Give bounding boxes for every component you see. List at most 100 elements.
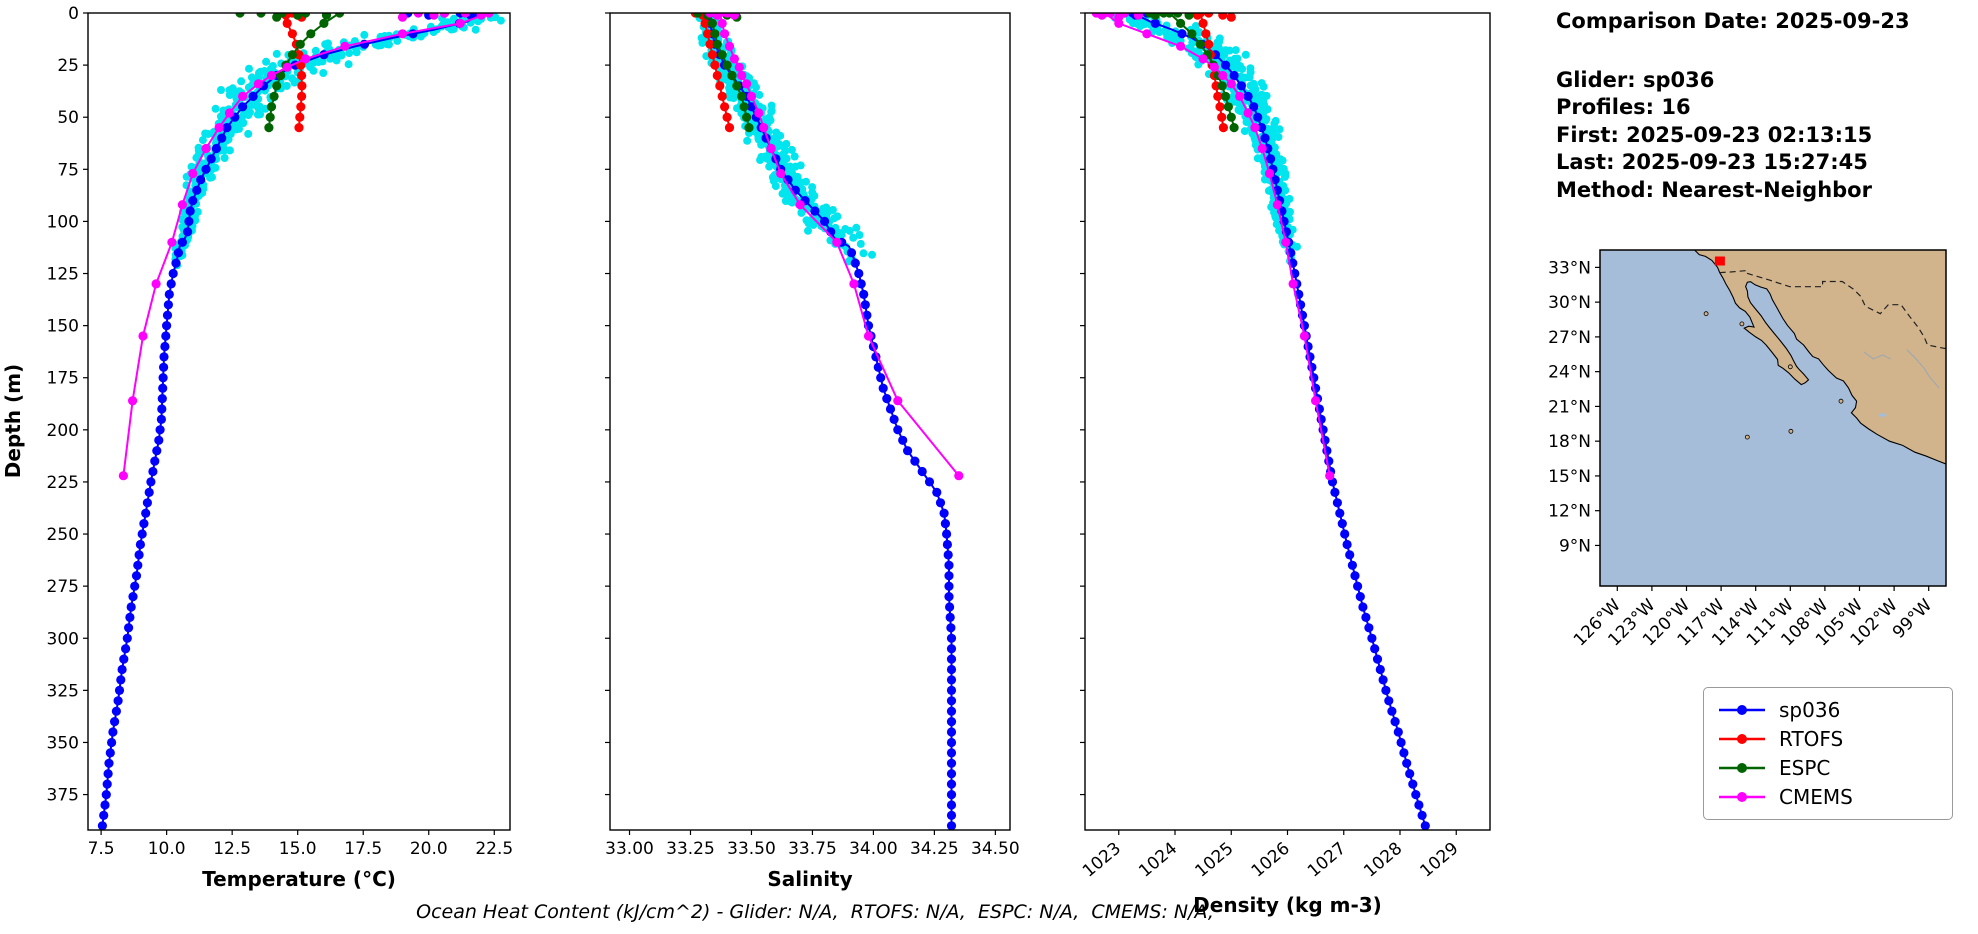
series-RTOFS: [273, 13, 307, 133]
x-tick-label: 34.50: [971, 839, 1020, 859]
legend-label: ESPC: [1779, 756, 1831, 780]
series-CMEMS: [1091, 13, 1335, 481]
map-frame: [1599, 249, 1947, 587]
depth-tick-label: 375: [47, 786, 79, 806]
map-lat-tick-label: 12°N: [1548, 502, 1591, 522]
map-lat-tick-label: 33°N: [1548, 258, 1591, 278]
legend-label: sp036: [1779, 698, 1841, 722]
legend-item-CMEMS: CMEMS: [1716, 784, 1940, 810]
map-river: [1863, 351, 1891, 360]
map-island: [1703, 311, 1709, 317]
series-CMEMS: [705, 13, 964, 481]
x-tick-label: 34.00: [849, 839, 898, 859]
depth-tick-label: 150: [47, 317, 79, 337]
map-island: [1838, 398, 1844, 404]
depth-tick-label: 350: [47, 733, 79, 753]
series-sp036: [97, 13, 484, 830]
last-profile-time-text: Last: 2025-09-23 15:27:45: [1556, 150, 1868, 174]
depth-tick-label: 300: [47, 629, 79, 649]
depth-tick-label: 225: [47, 473, 79, 493]
map-lat-tick-label: 9°N: [1559, 536, 1591, 556]
legend-label: CMEMS: [1779, 785, 1853, 809]
legend-label: RTOFS: [1779, 727, 1844, 751]
x-tick-label: 7.5: [88, 839, 115, 859]
x-tick-label: 1026: [1248, 839, 1294, 882]
legend: sp036 RTOFS ESPC CMEMS: [1703, 687, 1953, 820]
x-tick-label: 1023: [1079, 839, 1125, 882]
depth-tick-label: 125: [47, 265, 79, 285]
legend-marker-sp036: [1719, 705, 1765, 715]
legend-marker-CMEMS: [1719, 792, 1765, 802]
temperature-x-axis: 7.5 10.0 12.5 15.0 17.5 20.0 22.5: [88, 830, 513, 859]
x-tick-label: 33.00: [605, 839, 654, 859]
location-map: 33°N30°N27°N24°N21°N18°N15°N12°N9°N126°W…: [1548, 249, 1947, 650]
salinity-x-axis: 33.00 33.25 33.50 33.75 34.00 34.25 34.50: [605, 830, 1020, 859]
glider-name-text: Glider: sp036: [1556, 67, 1715, 92]
comparison-date-text: Comparison Date: 2025-09-23: [1556, 9, 1910, 33]
glider-position-marker: [1714, 256, 1725, 266]
depth-tick-label: 100: [47, 212, 79, 232]
profiles-count-text: Profiles: 16: [1556, 95, 1691, 119]
method-text: Method: Nearest-Neighbor: [1556, 177, 1872, 202]
x-tick-label: 20.0: [410, 839, 448, 859]
legend-item-RTOFS: RTOFS: [1716, 726, 1940, 752]
temperature-panel: 7.5 10.0 12.5 15.0 17.5 20.0 22.5 0 25 50 75 100 125…: [1, 4, 513, 891]
map-lat-tick-label: 15°N: [1548, 467, 1591, 487]
depth-tick-label: 175: [47, 369, 79, 389]
legend-item-sp036: sp036: [1716, 697, 1940, 723]
first-profile-time-text: First: 2025-09-23 02:13:15: [1556, 122, 1873, 147]
legend-item-ESPC: ESPC: [1716, 755, 1940, 781]
depth-tick-label: 325: [47, 681, 79, 701]
x-tick-label: 1028: [1360, 839, 1406, 882]
density-x-axis: 1023 1024 1025 1026 1027 1028 1029: [1079, 830, 1462, 882]
map-lat-tick-label: 27°N: [1548, 328, 1591, 348]
legend-marker-ESPC: [1719, 763, 1765, 773]
map-lat-tick-label: 30°N: [1548, 293, 1591, 313]
salinity-plot-area: [690, 13, 964, 830]
depth-tick-label: 0: [68, 4, 79, 24]
x-tick-label: 17.5: [344, 839, 382, 859]
map-lat-tick-label: 21°N: [1548, 397, 1591, 417]
x-tick-label: 33.75: [788, 839, 837, 859]
map-land: [1693, 250, 1946, 465]
depth-tick-label: 25: [57, 56, 79, 76]
map-border-dashed: [1719, 269, 1946, 350]
map-island: [1739, 321, 1745, 327]
series-sp036: [698, 13, 957, 830]
map-lat-tick-label: 18°N: [1548, 432, 1591, 452]
ocean-heat-content-caption: Ocean Heat Content (kJ/cm^2) - Glider: N…: [416, 901, 1214, 923]
series-CMEMS: [118, 13, 494, 481]
map-island: [1787, 364, 1793, 370]
x-tick-label: 1029: [1416, 839, 1462, 882]
map-island: [1744, 434, 1750, 440]
density-panel: 1023 1024 1025 1026 1027 1028 1029 Density (kg …: [1079, 12, 1491, 917]
x-tick-label: 34.25: [910, 839, 959, 859]
x-tick-label: 1024: [1135, 839, 1181, 882]
x-tick-label: 15.0: [279, 839, 317, 859]
map-lake: [1878, 413, 1887, 417]
map-lon-tick-label: 99°W: [1889, 595, 1936, 642]
temperature-axis-label: Temperature (°C): [202, 867, 396, 891]
depth-tick-label: 275: [47, 577, 79, 597]
salinity-panel: 33.00 33.25 33.50 33.75 34.00 34.25 34.50 Salin…: [605, 12, 1020, 891]
comparison-info-block: Comparison Date: 2025-09-23 Glider: sp03…: [1556, 8, 1910, 204]
x-tick-label: 33.50: [727, 839, 776, 859]
legend-marker-RTOFS: [1719, 734, 1765, 744]
x-tick-label: 33.25: [666, 839, 715, 859]
salinity-axis-label: Salinity: [767, 867, 852, 891]
density-plot-area: [1091, 13, 1430, 830]
depth-tick-label: 250: [47, 525, 79, 545]
density-axis-label: Density (kg m-3): [1193, 893, 1382, 917]
map-river: [1906, 349, 1940, 389]
glider-profile-scatter: [695, 13, 876, 266]
x-tick-label: 1027: [1304, 839, 1350, 882]
depth-tick-label: 200: [47, 421, 79, 441]
depth-axis-label: Depth (m): [1, 364, 25, 478]
depth-tick-label: 50: [57, 108, 79, 128]
map-island: [1788, 428, 1794, 434]
x-tick-label: 12.5: [213, 839, 251, 859]
x-tick-label: 1025: [1191, 839, 1237, 882]
map-lat-tick-label: 24°N: [1548, 363, 1591, 383]
